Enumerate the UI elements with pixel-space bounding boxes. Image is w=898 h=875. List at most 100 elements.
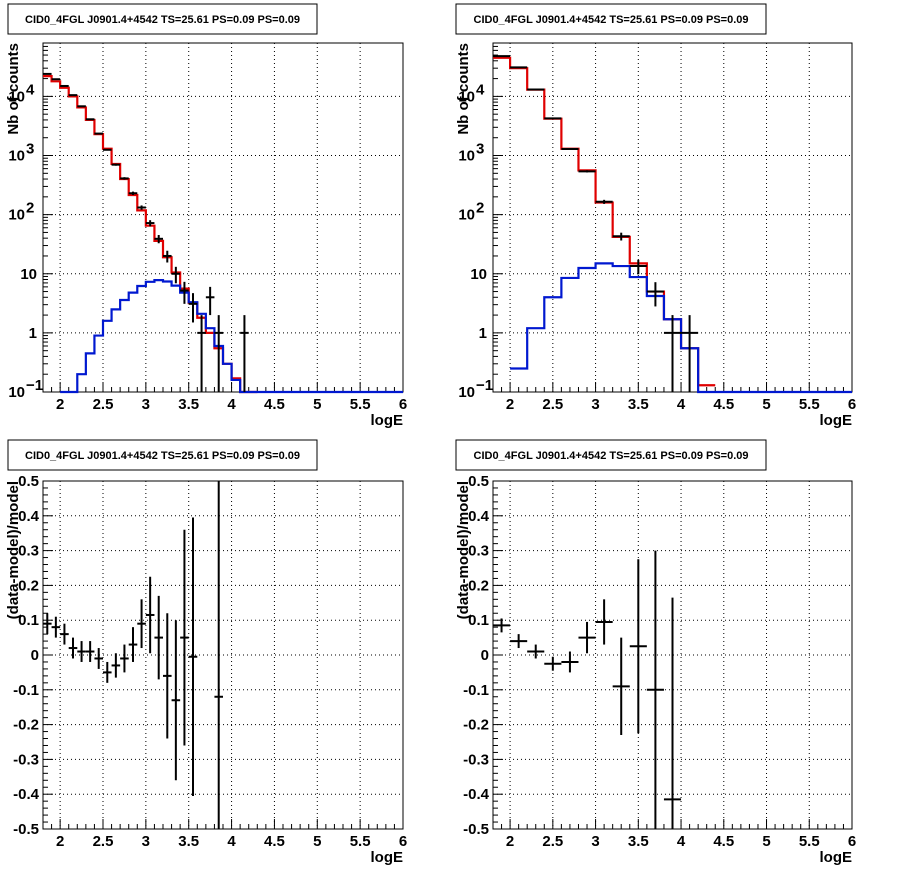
y-axis-title: (data-model)/model [5,481,22,619]
data-point [94,132,103,135]
data-point [163,613,172,739]
data-point [145,576,155,654]
y-tick-label: 10 [470,266,487,283]
x-tick-label: 3 [142,833,150,850]
y-tick-label: 0.4 [468,508,490,525]
x-tick-label: 6 [848,833,856,850]
y-axis-title: Nb of counts [5,43,22,135]
data-point [595,599,613,645]
y-tick-label: 10 [8,148,25,165]
data-point [663,597,682,829]
histogram-series [510,262,852,394]
y-tick-label: 0.2 [18,577,39,594]
x-axis-title: logE [820,412,853,429]
data-point [171,620,181,781]
data-point [180,529,189,746]
x-tick-label: 5.5 [350,833,371,850]
y-tick-exponent: 2 [26,200,34,217]
data-point [85,641,95,662]
data-point [145,220,155,227]
data-point [111,653,121,678]
x-tick-label: 5.5 [799,833,820,850]
x-tick-label: 3.5 [628,396,649,413]
x-tick-label: 5.5 [350,396,371,413]
chart-panel: CID0_4FGL J0901.4+4542 TS=25.61 PS=0.09 … [455,439,856,866]
x-tick-label: 5.5 [799,396,820,413]
panel-title: CID0_4FGL J0901.4+4542 TS=25.61 PS=0.09 … [25,450,300,462]
x-tick-label: 3.5 [178,396,199,413]
y-axis-title: Nb of counts [455,43,472,135]
data-point [214,315,223,392]
y-tick-label: 0 [31,647,39,664]
panel-title-box [7,3,318,35]
data-point [544,117,562,120]
x-tick-label: 4 [677,833,686,850]
data-point [612,637,630,736]
panel-title-box [7,439,318,471]
data-point [120,644,129,673]
y-tick-exponent: 2 [476,200,484,217]
data-point [240,315,249,392]
data-point [111,163,121,166]
x-tick-label: 6 [399,396,407,413]
data-point [578,621,596,654]
panel-title: CID0_4FGL J0901.4+4542 TS=25.61 PS=0.09 … [474,14,749,26]
data-point [612,232,630,241]
data-point [561,651,579,673]
data-point [629,559,647,734]
panel-title-box [455,3,767,35]
data-point [103,661,112,683]
y-tick-label: -0.1 [13,682,39,699]
y-tick-label: 0.5 [468,473,489,490]
x-tick-label: 6 [399,833,407,850]
data-point [128,627,138,662]
x-tick-label: 2 [506,396,514,413]
data-point [94,648,103,669]
chart-panel: CID0_4FGL J0901.4+4542 TS=25.61 PS=0.09 … [455,3,856,429]
data-point [60,623,69,645]
chart-panel: CID0_4FGL J0901.4+4542 TS=25.61 PS=0.09 … [5,439,407,866]
y-tick-label: -0.1 [463,682,489,699]
y-tick-label: -0.3 [13,751,39,768]
data-point [68,637,78,659]
data-point [68,94,78,97]
y-tick-label: 10 [8,88,25,105]
x-tick-label: 3 [142,396,150,413]
x-tick-label: 4.5 [264,396,285,413]
data-point [681,315,699,392]
y-tick-label: -0.4 [463,786,490,803]
x-tick-label: 2.5 [542,396,563,413]
data-point [85,118,95,121]
data-point [137,599,146,649]
x-tick-label: 2.5 [93,396,114,413]
data-point [663,315,682,392]
panel-title-box [455,439,767,471]
x-tick-label: 4 [227,396,236,413]
y-tick-label: -0.3 [463,751,489,768]
x-tick-label: 5 [313,833,321,850]
x-tick-label: 4.5 [713,396,734,413]
y-tick-label: 10 [8,384,25,401]
y-tick-exponent: 3 [26,141,34,158]
y-tick-label: 10 [458,207,475,224]
y-tick-label: 0.4 [18,508,40,525]
y-tick-exponent: 4 [26,81,35,98]
y-tick-label: -0.5 [463,821,489,838]
x-tick-label: 5 [762,833,770,850]
y-tick-exponent: −1 [476,377,493,394]
x-tick-label: 4 [227,833,236,850]
data-point [180,281,189,304]
data-point [646,282,664,307]
panel-title: CID0_4FGL J0901.4+4542 TS=25.61 PS=0.09 … [474,450,749,462]
x-tick-label: 6 [848,396,856,413]
plot-frame [42,42,404,393]
y-axis-title: (data-model)/model [455,481,472,619]
y-tick-label: -0.4 [13,786,40,803]
data-point [493,618,511,633]
data-point [154,235,163,244]
x-tick-label: 2.5 [93,833,114,850]
data-point [544,656,562,671]
x-tick-label: 4 [677,396,686,413]
data-point [214,481,223,829]
